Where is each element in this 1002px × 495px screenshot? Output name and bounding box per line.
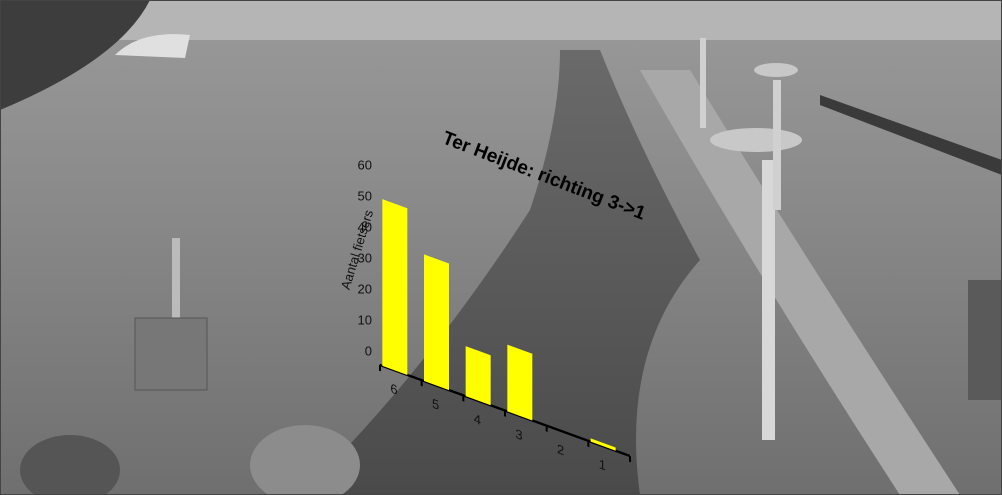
x-tick-label: 5 (432, 396, 439, 413)
y-tick-label: 60 (358, 157, 372, 172)
x-tick-label: 2 (557, 441, 564, 458)
plot-area: 6 5 4 3 2 1 (379, 199, 631, 474)
y-tick-label: 20 (358, 281, 372, 296)
x-tick-label: 3 (515, 426, 522, 443)
y-tick-label: 30 (358, 250, 372, 265)
bar (465, 346, 491, 406)
bar (424, 254, 449, 391)
y-tick-label: 40 (358, 219, 372, 234)
y-tick-label: 10 (358, 312, 372, 327)
x-tick-label: 4 (474, 411, 482, 428)
x-tick-label: 1 (599, 456, 606, 473)
x-tick-label: 6 (390, 381, 397, 398)
x-axis-line (380, 363, 630, 458)
bar (507, 344, 533, 421)
y-tick-label: 50 (358, 188, 372, 203)
y-tick-label: 0 (365, 343, 372, 358)
bar (590, 438, 616, 451)
bar (382, 199, 408, 375)
